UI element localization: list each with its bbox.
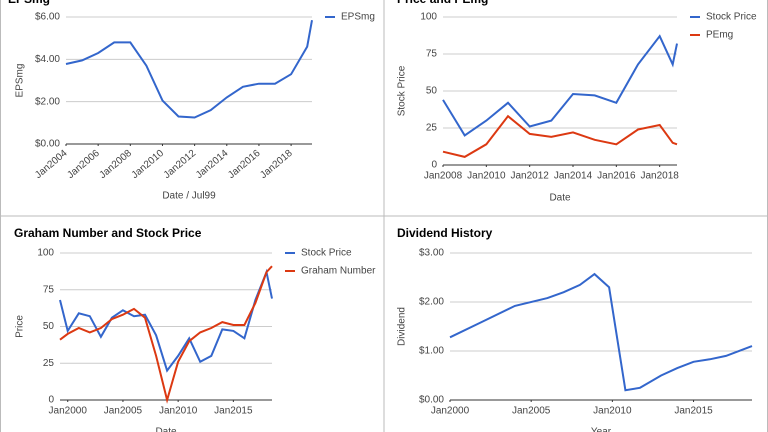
x-tick-label: Jan2010 — [467, 171, 506, 182]
x-axis-label: Date — [549, 193, 571, 204]
y-tick-label: $0.00 — [35, 139, 60, 150]
x-tick-label: Jan2000 — [49, 406, 88, 417]
x-axis-label: Date / Jul99 — [162, 191, 216, 202]
y-axis-label: Price — [15, 315, 26, 338]
series-line — [449, 272, 753, 392]
series-line — [59, 265, 273, 404]
x-tick-label: Jan2008 — [424, 171, 463, 182]
legend-label: Stock Price — [706, 12, 757, 23]
y-tick-label: 75 — [43, 284, 55, 295]
series-line — [442, 34, 678, 137]
legend-label: EPSmg — [341, 12, 375, 23]
chart-title: EPSmg — [8, 0, 50, 6]
y-tick-label: 0 — [431, 160, 437, 171]
y-tick-label: $0.00 — [419, 395, 444, 406]
series-line — [59, 268, 273, 373]
y-axis-label: Dividend — [397, 307, 408, 346]
series-line — [65, 20, 313, 119]
y-tick-label: $6.00 — [35, 12, 60, 23]
x-tick-label: Jan2010 — [593, 406, 632, 417]
y-tick-label: $1.00 — [419, 346, 444, 357]
x-tick-label: Jan2015 — [214, 406, 253, 417]
y-tick-label: 100 — [420, 12, 437, 23]
x-axis-label: Year — [591, 427, 612, 432]
y-tick-label: 75 — [426, 49, 438, 60]
y-tick-label: 50 — [426, 86, 438, 97]
series-line — [442, 114, 678, 158]
y-tick-label: $2.00 — [35, 96, 60, 107]
x-tick-label: Jan2014 — [554, 171, 593, 182]
x-tick-label: Jan2005 — [104, 406, 143, 417]
legend-label: Graham Number — [301, 266, 376, 277]
y-axis-label: Stock Price — [397, 65, 408, 116]
x-tick-label: Jan2005 — [512, 406, 551, 417]
x-tick-label: Jan2016 — [597, 171, 636, 182]
y-tick-label: 25 — [43, 358, 55, 369]
chart-title: Graham Number and Stock Price — [14, 226, 202, 240]
x-tick-label: Jan2018 — [640, 171, 679, 182]
chart-title: Dividend History — [397, 226, 493, 240]
x-tick-label: Jan2012 — [510, 171, 549, 182]
y-axis-label: EPSmg — [15, 64, 26, 98]
chart-title: Price and PEmg — [397, 0, 488, 6]
x-tick-label: Jan2015 — [674, 406, 713, 417]
y-tick-label: 100 — [37, 248, 54, 259]
x-tick-label: Jan2010 — [159, 406, 198, 417]
x-tick-label: Jan2000 — [431, 406, 470, 417]
y-tick-label: $2.00 — [419, 297, 444, 308]
legend-label: Stock Price — [301, 248, 352, 259]
y-tick-label: 50 — [43, 321, 55, 332]
y-tick-label: 0 — [48, 395, 54, 406]
y-tick-label: 25 — [426, 123, 438, 134]
legend-label: PEmg — [706, 30, 733, 41]
x-axis-label: Date — [155, 427, 177, 432]
y-tick-label: $3.00 — [419, 248, 444, 259]
y-tick-label: $4.00 — [35, 54, 60, 65]
